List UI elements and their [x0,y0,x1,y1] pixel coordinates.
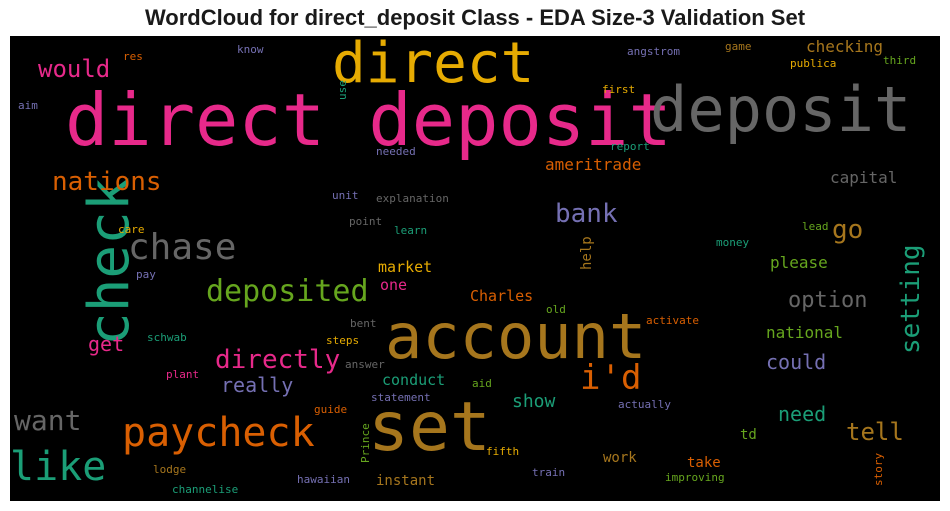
word-go: go [832,215,864,245]
word-activate: activate [646,314,699,327]
word-plant: plant [166,368,200,381]
word-directly: directly [215,345,341,375]
word-really: really [221,373,294,397]
word-point: point [349,215,383,228]
word-conduct: conduct [382,371,446,389]
word-publica: publica [790,57,837,70]
word-know: know [237,43,264,56]
word-deposited: deposited [206,274,369,309]
word-set: set [368,388,491,467]
word-statement: statement [371,391,431,404]
word-account: account [385,300,647,373]
word-please: please [770,253,828,272]
word-game: game [725,40,752,53]
word-i-d: i'd [580,358,642,398]
chart-title: WordCloud for direct_deposit Class - EDA… [144,5,806,30]
word-option: option [788,288,868,313]
word-needed: needed [376,145,416,158]
word-story: story [872,452,885,486]
word-capital: capital [830,168,898,187]
word-channelise: channelise [172,483,239,496]
word-instant: instant [376,473,436,489]
word-old: old [546,303,566,316]
word-aid: aid [472,377,492,390]
word-aim: aim [18,99,38,112]
word-charles: Charles [470,287,534,305]
word-paycheck: paycheck [122,410,315,456]
word-deposit: deposit [650,73,912,146]
word-get: get [88,332,125,356]
word-angstrom: angstrom [627,45,680,58]
word-lodge: lodge [153,463,187,476]
word-direct-deposit: direct deposit [65,78,672,162]
word-help: help [579,236,595,270]
word-care: care [118,223,145,236]
word-take: take [687,455,721,471]
word-ameritrade: ameritrade [545,155,642,174]
word-like: like [10,444,107,490]
word-pay: pay [136,268,156,281]
word-report: report [610,140,650,153]
word-would: would [38,55,111,83]
word-improving: improving [665,471,725,484]
word-bank: bank [555,199,618,229]
word-bent: bent [350,317,377,330]
word-first: first [602,83,636,96]
word-unit: unit [332,189,359,202]
word-show: show [512,391,556,412]
word-third: third [883,54,917,67]
word-schwab: schwab [147,331,187,344]
word-steps: steps [326,334,360,347]
word-train: train [532,466,566,479]
word-nations: nations [52,167,162,197]
word-work: work [603,450,637,466]
word-learn: learn [394,224,428,237]
word-could: could [766,350,827,374]
word-need: need [778,402,827,426]
word-checking: checking [806,37,884,56]
word-tell: tell [846,418,904,446]
word-actually: actually [618,398,671,411]
word-one: one [380,276,408,294]
word-chase: chase [128,227,237,268]
wordcloud-canvas: direct deposit deposit direct account set che… [10,36,940,501]
word-market: market [378,258,433,276]
word-lead: lead [802,220,829,233]
word-want: want [14,404,82,437]
word-national: national [766,323,844,342]
word-fifth: fifth [486,445,520,458]
word-td: td [740,427,757,443]
word-prince: Prince [359,423,372,463]
word-direct: direct [332,36,535,96]
word-hawaiian: hawaiian [297,473,350,486]
word-use: use [336,80,349,100]
word-explanation: explanation [376,192,449,205]
word-guide: guide [314,403,348,416]
word-money: money [716,236,750,249]
word-answer: answer [345,358,385,371]
word-res: res [123,50,143,63]
word-setting: setting [896,244,926,354]
